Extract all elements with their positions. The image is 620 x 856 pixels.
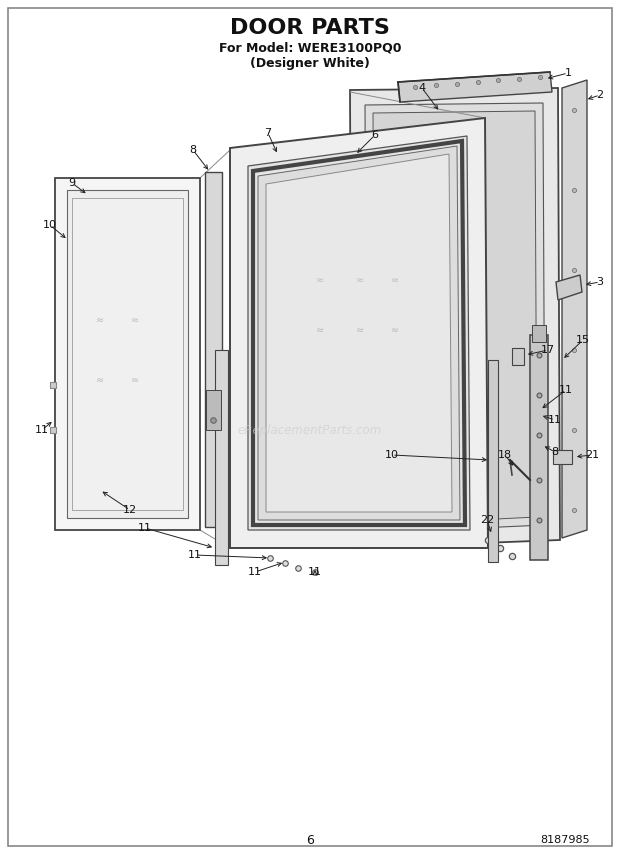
Polygon shape [266,154,452,512]
Text: ≈: ≈ [131,315,139,325]
Polygon shape [530,335,548,560]
Polygon shape [553,450,572,464]
Text: ≈: ≈ [96,315,104,325]
Text: 8187985: 8187985 [541,835,590,845]
Text: For Model: WERE3100PQ0: For Model: WERE3100PQ0 [219,41,401,55]
Text: 1: 1 [564,68,572,78]
Polygon shape [67,190,188,518]
Text: 8: 8 [551,447,559,457]
Text: 11: 11 [308,567,322,577]
Polygon shape [55,178,200,530]
Text: DOOR PARTS: DOOR PARTS [230,18,390,38]
Text: ≈: ≈ [456,335,464,345]
Text: 4: 4 [418,83,425,93]
Text: 10: 10 [43,220,57,230]
Text: ≈: ≈ [96,375,104,385]
Polygon shape [230,118,488,548]
Text: ≈: ≈ [356,275,364,285]
Text: ≈: ≈ [416,235,424,245]
Text: ≈: ≈ [316,275,324,285]
Polygon shape [556,275,582,300]
Text: 11: 11 [188,550,202,560]
Polygon shape [488,360,498,562]
Polygon shape [512,348,524,365]
Text: 9: 9 [68,178,76,188]
Polygon shape [350,88,560,548]
Text: 11: 11 [138,523,152,533]
Text: 12: 12 [123,505,137,515]
Text: ≈: ≈ [356,325,364,335]
Text: 2: 2 [596,90,603,100]
Text: 6: 6 [306,834,314,847]
Text: ≈: ≈ [416,335,424,345]
Polygon shape [206,390,221,430]
Polygon shape [215,350,228,565]
Text: 7: 7 [265,128,272,138]
Text: 8: 8 [190,145,197,155]
Text: ≈: ≈ [131,375,139,385]
Text: (Designer White): (Designer White) [250,56,370,69]
Polygon shape [205,172,222,527]
Polygon shape [373,111,537,525]
Polygon shape [258,146,460,520]
Text: 17: 17 [541,345,555,355]
Text: 22: 22 [480,515,494,525]
Text: ≈: ≈ [391,325,399,335]
Text: ≈: ≈ [416,285,424,295]
Text: ≈: ≈ [316,325,324,335]
Text: 11: 11 [548,415,562,425]
Polygon shape [562,80,587,538]
Text: 15: 15 [576,335,590,345]
Text: ≈: ≈ [391,275,399,285]
Text: 11: 11 [248,567,262,577]
Polygon shape [532,325,546,342]
Polygon shape [248,136,470,530]
Polygon shape [365,103,545,533]
Text: eReplacementParts.com: eReplacementParts.com [238,424,382,437]
Text: 11: 11 [35,425,49,435]
Polygon shape [72,198,183,510]
Text: 3: 3 [596,277,603,287]
Text: ≈: ≈ [456,285,464,295]
Text: 6: 6 [371,130,378,140]
Text: 11: 11 [559,385,573,395]
Text: 10: 10 [385,450,399,460]
Text: ≈: ≈ [456,235,464,245]
Polygon shape [398,72,552,102]
Text: 18: 18 [498,450,512,460]
Text: 21: 21 [585,450,599,460]
